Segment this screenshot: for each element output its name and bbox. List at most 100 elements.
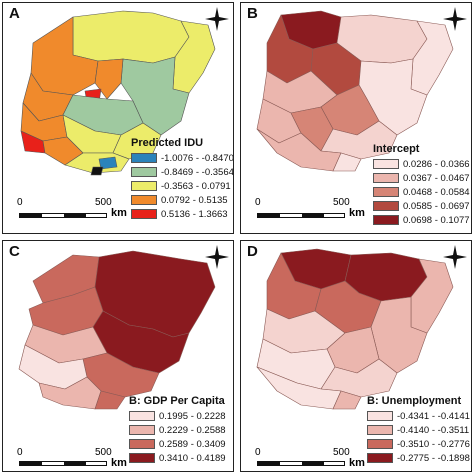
- legend-title: B: GDP Per Capita: [129, 395, 225, 407]
- north-arrow-icon: [205, 245, 229, 269]
- legend-swatch: [373, 201, 399, 211]
- legend-title: B: Unemployment: [367, 395, 462, 407]
- legend-item: -0.4341 - -0.4141: [367, 409, 470, 423]
- legend-label: -0.4341 - -0.4141: [397, 410, 470, 422]
- legend-label: 0.0698 - 0.1077: [403, 214, 470, 226]
- legend-label: 0.0286 - 0.0366: [403, 158, 470, 170]
- legend-label: -0.3563 - 0.0791: [161, 180, 231, 192]
- legend: B: Unemployment -0.4341 - -0.4141 -0.414…: [367, 395, 470, 465]
- legend-label: -0.8469 - -0.3564: [161, 166, 234, 178]
- scale-bar-graphic: [257, 213, 345, 218]
- legend-swatch: [131, 181, 157, 191]
- legend-swatch: [131, 153, 157, 163]
- north-arrow-icon: [443, 7, 467, 31]
- legend-item: 0.2229 - 0.2588: [129, 423, 226, 437]
- map-panel-d: D B: Unemployment -0.4341 - -0.4141 -0.4…: [240, 240, 472, 472]
- legend-swatch: [367, 411, 393, 421]
- scale-max: 500: [333, 447, 350, 458]
- scale-unit: km: [349, 457, 365, 469]
- legend-label: -0.3510 - -0.2776: [397, 438, 470, 450]
- legend-item: 0.0792 - 0.5135: [131, 193, 233, 207]
- legend-item: 0.0286 - 0.0366: [373, 157, 470, 171]
- panel-letter: B: [247, 5, 258, 22]
- legend-swatch: [131, 209, 157, 219]
- legend-swatch: [367, 439, 393, 449]
- legend-item: 0.2589 - 0.3409: [129, 437, 226, 451]
- panel-letter: A: [9, 5, 20, 22]
- region-b-delta: [332, 152, 362, 172]
- legend: Predicted IDU -1.0076 - -0.8470 -0.8469 …: [131, 137, 234, 221]
- region-c-delta: [94, 390, 126, 410]
- legend-title: Intercept: [373, 143, 420, 155]
- legend-item: 0.5136 - 1.3663: [131, 207, 233, 221]
- legend-title: Predicted IDU: [131, 137, 204, 149]
- legend-label: -0.4140 - -0.3511: [397, 424, 470, 436]
- scale-unit: km: [111, 457, 127, 469]
- region-a-blue: [98, 156, 118, 170]
- region-a-center: [94, 58, 124, 100]
- map-panel-c: C B: GDP Per Capita 0.1995 - 0.2228 0.22…: [2, 240, 234, 472]
- scale-unit: km: [349, 207, 365, 219]
- nigeria-map-predicted-idu: [20, 10, 216, 176]
- legend-swatch: [131, 167, 157, 177]
- legend-swatch: [129, 439, 155, 449]
- legend-label: 0.2589 - 0.3409: [159, 438, 226, 450]
- north-arrow-icon: [205, 7, 229, 31]
- legend-swatch: [373, 173, 399, 183]
- legend-swatch: [131, 195, 157, 205]
- nigeria-map-gdp-per-capita: [18, 250, 216, 410]
- legend-swatch: [373, 187, 399, 197]
- legend-label: 0.3410 - 0.4189: [159, 452, 226, 464]
- legend-item: -1.0076 - -0.8470: [131, 151, 234, 165]
- region-a-north: [72, 10, 190, 64]
- legend-label: 0.0367 - 0.0467: [403, 172, 470, 184]
- legend-item: -0.4140 - -0.3511: [367, 423, 470, 437]
- legend-item: 0.0698 - 0.1077: [373, 213, 470, 227]
- legend-item: -0.8469 - -0.3564: [131, 165, 234, 179]
- scale-zero: 0: [255, 197, 261, 208]
- scale-bar-graphic: [19, 461, 107, 466]
- nigeria-map-unemployment: [256, 248, 454, 410]
- legend-item: -0.3510 - -0.2776: [367, 437, 470, 451]
- scale-zero: 0: [17, 197, 23, 208]
- legend-item: 0.0367 - 0.0467: [373, 171, 470, 185]
- legend: B: GDP Per Capita 0.1995 - 0.2228 0.2229…: [129, 395, 226, 465]
- scale-zero: 0: [17, 447, 23, 458]
- panel-letter: D: [247, 243, 258, 260]
- scale-bar-graphic: [257, 461, 345, 466]
- map-panel-b: B Intercept 0.0286 - 0.0366 0.0367 - 0.0…: [240, 2, 472, 234]
- legend-label: 0.2229 - 0.2588: [159, 424, 226, 436]
- legend-item: 0.0585 - 0.0697: [373, 199, 470, 213]
- scale-zero: 0: [255, 447, 261, 458]
- region-a-coast: [90, 166, 104, 176]
- legend-item: 0.1995 - 0.2228: [129, 409, 226, 423]
- legend-swatch: [373, 159, 399, 169]
- nigeria-map-intercept: [256, 10, 454, 172]
- legend-swatch: [129, 425, 155, 435]
- legend-swatch: [367, 453, 393, 463]
- map-panel-a: A Predicted IDU -1.0076 - -0.8470 -0.846…: [2, 2, 234, 234]
- legend-swatch: [373, 215, 399, 225]
- legend-label: 0.5136 - 1.3663: [161, 208, 228, 220]
- legend-item: -0.3563 - 0.0791: [131, 179, 233, 193]
- legend-label: -0.2775 - -0.1898: [397, 452, 470, 464]
- legend-label: 0.1995 - 0.2228: [159, 410, 226, 422]
- legend-label: 0.0585 - 0.0697: [403, 200, 470, 212]
- north-arrow-icon: [443, 245, 467, 269]
- legend-item: 0.0468 - 0.0584: [373, 185, 470, 199]
- scale-unit: km: [111, 207, 127, 219]
- legend: Intercept 0.0286 - 0.0366 0.0367 - 0.046…: [373, 143, 470, 227]
- scale-max: 500: [95, 447, 112, 458]
- panel-letter: C: [9, 243, 20, 260]
- region-d-delta: [332, 390, 362, 410]
- legend-label: -1.0076 - -0.8470: [161, 152, 234, 164]
- legend-label: 0.0468 - 0.0584: [403, 186, 470, 198]
- scale-max: 500: [95, 197, 112, 208]
- legend-swatch: [367, 425, 393, 435]
- legend-label: 0.0792 - 0.5135: [161, 194, 228, 206]
- legend-item: -0.2775 - -0.1898: [367, 451, 470, 465]
- scale-bar-graphic: [19, 213, 107, 218]
- legend-swatch: [129, 453, 155, 463]
- scale-max: 500: [333, 197, 350, 208]
- legend-item: 0.3410 - 0.4189: [129, 451, 226, 465]
